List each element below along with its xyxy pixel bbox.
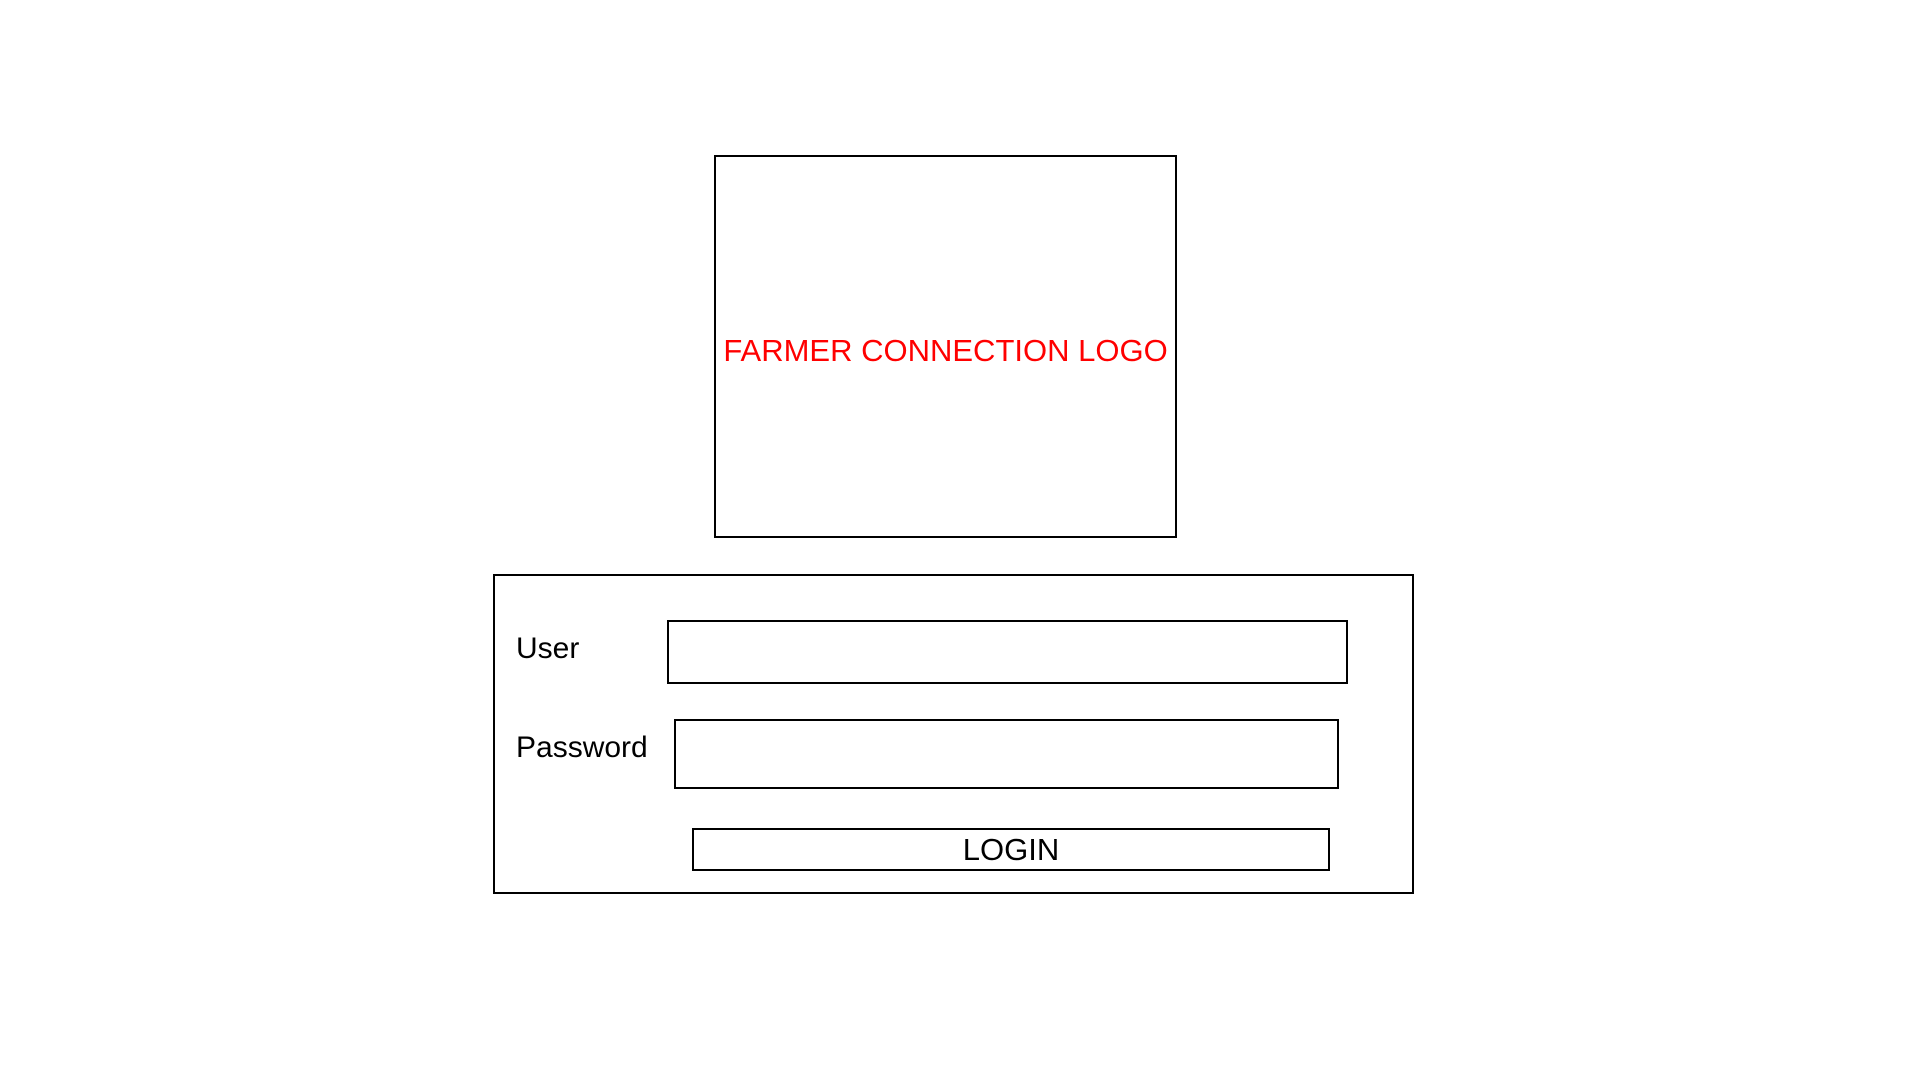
password-input[interactable] (674, 719, 1339, 789)
logo-placeholder: FARMER CONNECTION LOGO (714, 155, 1177, 538)
user-label: User (516, 632, 580, 665)
password-label: Password (516, 731, 648, 764)
login-form: User Password LOGIN (493, 574, 1414, 894)
user-input[interactable] (667, 620, 1348, 684)
logo-text: FARMER CONNECTION LOGO (723, 332, 1168, 368)
login-button[interactable]: LOGIN (692, 828, 1330, 871)
